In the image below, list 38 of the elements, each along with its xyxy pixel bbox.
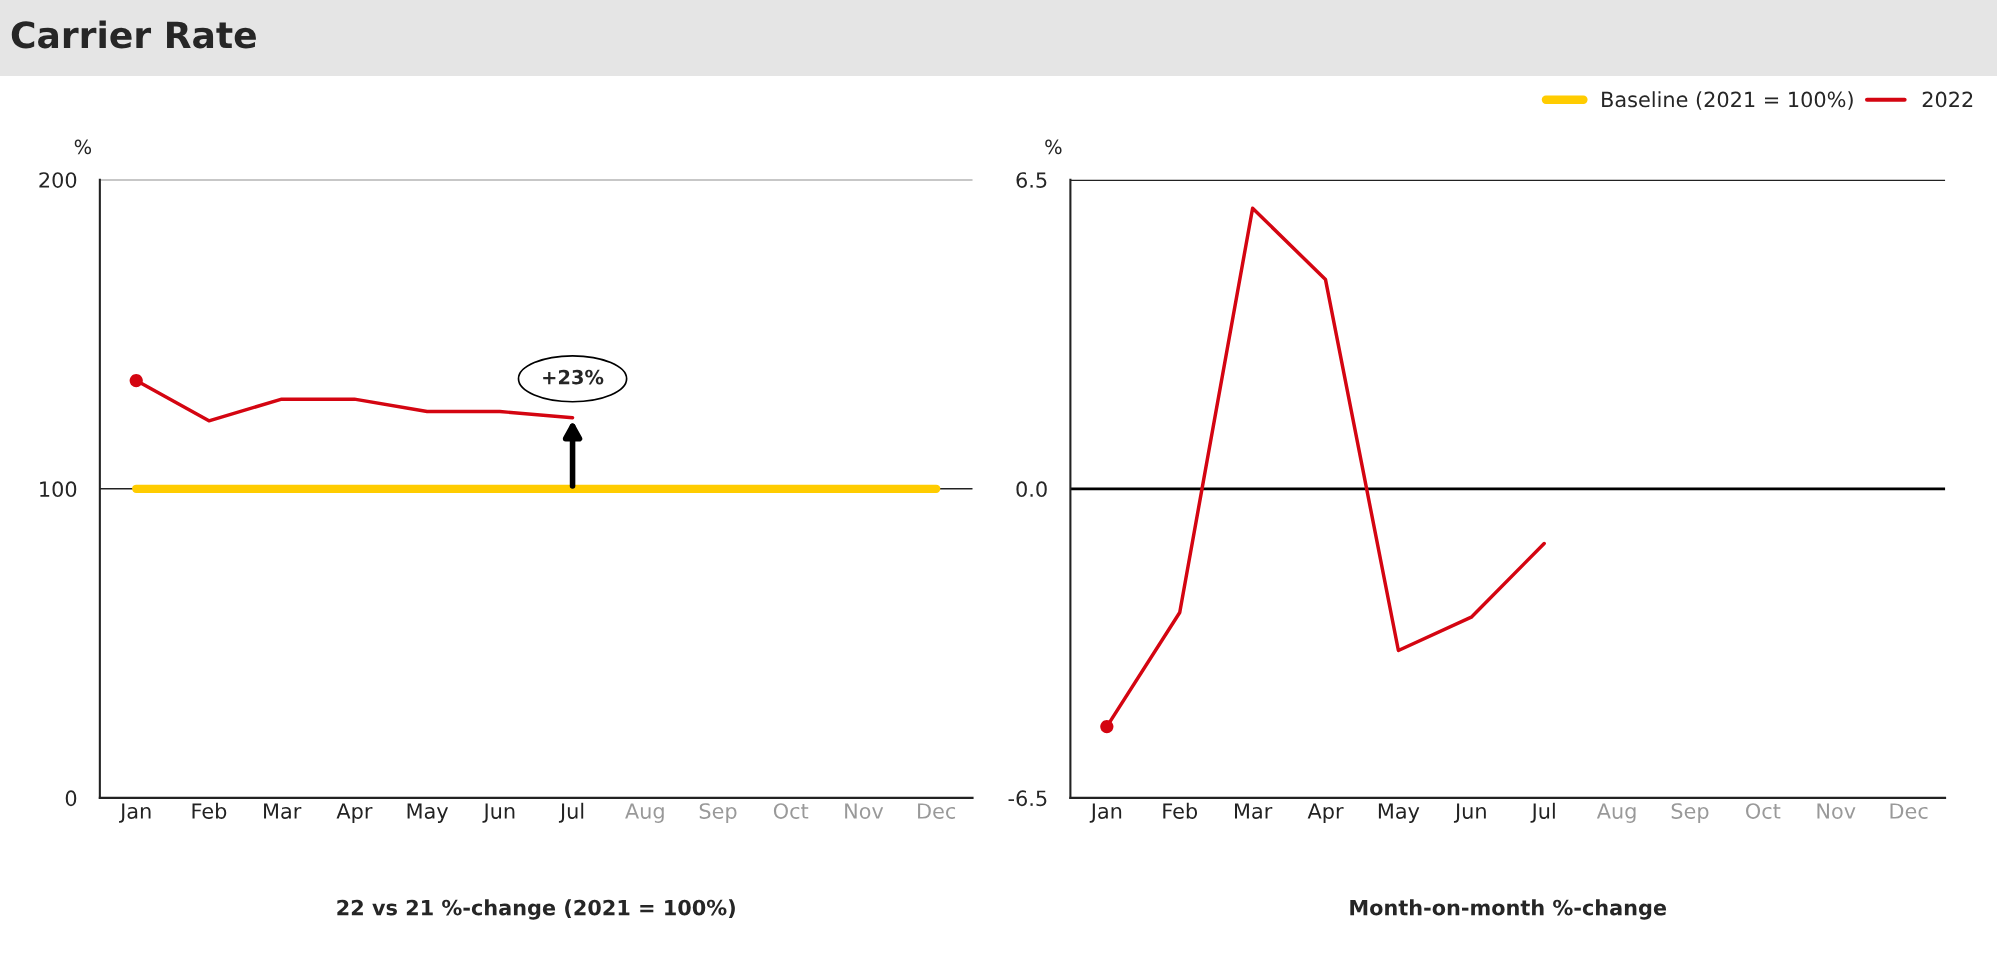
x-tick-label: Sep — [1671, 803, 1709, 823]
x-tick-label: Apr — [336, 803, 373, 823]
y-tick-label: 100 — [40, 481, 77, 498]
y-axis-title: % — [74, 139, 92, 155]
legend-label: 2022 — [1922, 91, 1973, 108]
x-tick-label: Jan — [1089, 803, 1122, 823]
x-axis-title: 22 vs 21 %-change (2021 = 100%) — [337, 899, 735, 920]
x-tick-label: Oct — [1746, 803, 1781, 819]
x-tick-label: Jun — [482, 803, 515, 823]
y-tick-label: -6.5 — [1008, 790, 1047, 807]
annotation: +23% — [543, 369, 604, 385]
x-tick-label: Mar — [1235, 803, 1273, 819]
y-axis-title: % — [1045, 139, 1062, 155]
x-tick-label: May — [1378, 803, 1420, 823]
x-tick-label: Dec — [918, 803, 956, 819]
x-tick-label: Jul — [558, 802, 584, 823]
chart-title: Carrier Rate — [11, 20, 256, 49]
x-axis-title: Month-on-month %-change — [1350, 899, 1667, 920]
x-tick-label: Aug — [625, 803, 664, 823]
x-tick-label: May — [407, 803, 449, 823]
y-tick-label: 6.5 — [1016, 172, 1047, 188]
x-tick-label: Sep — [699, 803, 737, 823]
x-tick-label: Oct — [773, 803, 809, 819]
x-tick-label: Dec — [1890, 803, 1928, 819]
x-tick-label: Feb — [1163, 802, 1198, 819]
x-tick-label: Aug — [1596, 803, 1636, 823]
y-tick-label: 0 — [65, 790, 77, 807]
x-tick-label: Mar — [264, 803, 302, 819]
x-tick-label: Nov — [845, 803, 884, 819]
x-tick-label: Jul — [1530, 802, 1555, 823]
y-tick-label: 0.0 — [1016, 481, 1047, 498]
legend-label: Baseline (2021 = 100%) — [1602, 91, 1853, 110]
x-tick-label: Jun — [1453, 803, 1486, 823]
x-tick-label: Nov — [1817, 803, 1856, 819]
x-tick-label: Apr — [1307, 803, 1344, 823]
x-tick-label: Jan — [119, 803, 151, 823]
x-tick-label: Feb — [192, 802, 227, 819]
y-tick-label: 200 — [39, 172, 77, 188]
